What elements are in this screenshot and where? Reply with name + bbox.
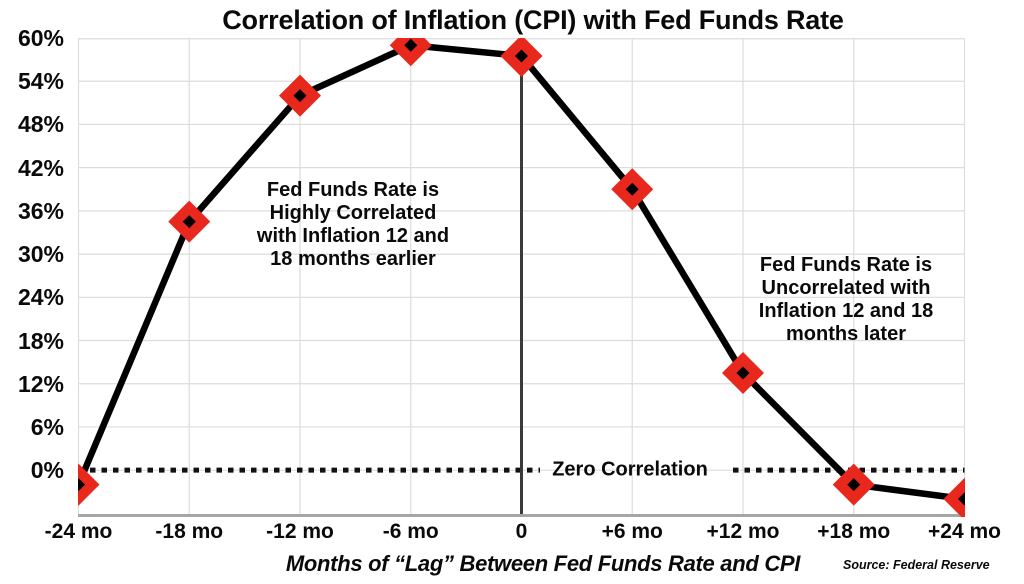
- x-tick-label: +24 mo: [928, 520, 1001, 543]
- annotation-left-correlated: Fed Funds Rate is Highly Correlated with…: [256, 179, 450, 270]
- data-point-marker: [78, 463, 100, 506]
- x-tick-label: -18 mo: [155, 520, 224, 543]
- data-point-marker-center: [736, 366, 750, 380]
- data-point-marker-center: [515, 49, 528, 63]
- x-tick-label: +18 mo: [817, 520, 891, 543]
- data-point-marker: [943, 477, 965, 517]
- x-tick-label: -24 mo: [44, 520, 113, 543]
- y-tick-label: 36%: [17, 197, 64, 224]
- x-tick-label: -12 mo: [266, 520, 334, 543]
- y-tick-label: 30%: [17, 241, 64, 268]
- y-tick-label: 18%: [17, 327, 64, 354]
- zero-correlation-label: Zero Correlation: [552, 458, 708, 481]
- data-point-marker-center: [78, 478, 85, 492]
- source-attribution: Source: Federal Reserve: [843, 558, 990, 572]
- y-tick-label: 60%: [17, 25, 64, 51]
- x-tick-label: +6 mo: [601, 520, 663, 543]
- annotation-right-uncorrelated: Fed Funds Rate is Uncorrelated with Infl…: [758, 254, 934, 345]
- data-point-marker-center: [293, 89, 307, 103]
- plot-area: [78, 38, 965, 517]
- y-tick-label: 24%: [17, 284, 64, 311]
- x-tick-label: -6 mo: [382, 520, 439, 543]
- y-tick-label: 48%: [17, 111, 64, 138]
- data-point-marker-center: [404, 38, 418, 52]
- y-tick-label: 0%: [30, 457, 64, 484]
- data-point-marker-center: [847, 478, 861, 492]
- y-tick-label: 12%: [17, 370, 64, 397]
- data-point-marker: [389, 38, 432, 67]
- data-point-marker-center: [182, 215, 196, 229]
- x-tick-label: +12 mo: [706, 520, 780, 543]
- plot-svg: [78, 38, 965, 517]
- y-tick-label: 6%: [30, 413, 64, 440]
- chart-title: Correlation of Inflation (CPI) with Fed …: [222, 5, 844, 35]
- data-point-marker-center: [625, 182, 639, 196]
- x-axis-title: Months of “Lag” Between Fed Funds Rate a…: [285, 551, 801, 576]
- x-tick-label: 0: [515, 520, 528, 543]
- data-point-marker-center: [958, 492, 965, 506]
- y-tick-label: 42%: [17, 154, 64, 181]
- y-tick-label: 54%: [17, 68, 64, 95]
